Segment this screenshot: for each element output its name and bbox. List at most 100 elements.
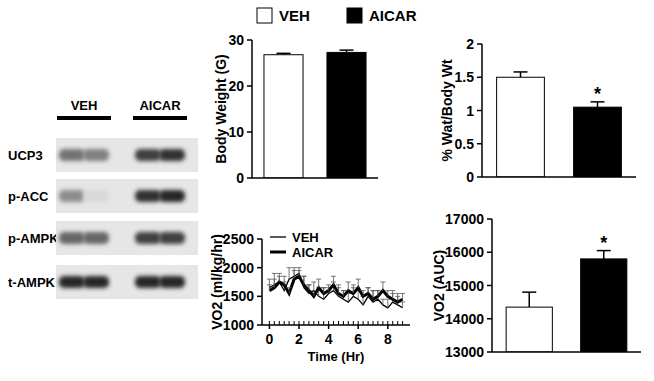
error-stem <box>373 291 374 300</box>
y-tick-label: 14000 <box>445 311 484 327</box>
error-stem <box>348 282 349 291</box>
error-stem <box>333 276 334 285</box>
blot-row-label: p-AMPK <box>8 231 59 246</box>
error-cap <box>380 299 385 300</box>
error-cap <box>371 290 376 291</box>
legend-swatch <box>347 8 362 23</box>
x-minor-tick <box>289 321 290 325</box>
error-bar <box>316 279 321 288</box>
bar-chart: 00.511.52% Wat/Body Wt* <box>439 36 636 185</box>
error-bar <box>385 299 390 308</box>
bars <box>506 251 627 352</box>
error-bar <box>272 279 277 288</box>
x-tick <box>357 325 359 329</box>
error-stem <box>382 282 383 291</box>
x-axis-line <box>252 177 378 179</box>
y-tick <box>247 131 252 133</box>
error-stem <box>363 291 364 297</box>
error-stem <box>520 72 522 77</box>
figure-legend: VEH AICAR <box>257 7 417 24</box>
x-tick-label: 8 <box>384 331 392 347</box>
x-minor-tick <box>402 321 403 325</box>
y-axis-label: % Wat/Body Wt <box>439 59 455 161</box>
column-bar <box>133 116 187 120</box>
x-minor-tick <box>294 321 295 325</box>
blot-strip <box>56 265 198 299</box>
significance-mark: * <box>594 84 601 104</box>
y-tick-label: 10 <box>228 124 244 140</box>
legend-swatch <box>257 8 272 23</box>
error-bar <box>371 291 376 300</box>
blot-band <box>135 276 161 288</box>
blot-band <box>83 190 109 202</box>
error-stem <box>392 293 393 299</box>
error-stem <box>303 276 304 285</box>
error-bar <box>301 276 306 285</box>
error-cap <box>297 270 302 271</box>
error-cap <box>380 282 385 283</box>
y-tick-label: 13000 <box>445 344 484 360</box>
x-minor-tick <box>279 321 280 325</box>
legend-label: VEH <box>279 7 310 24</box>
y-tick <box>487 351 492 353</box>
error-stem <box>313 291 314 297</box>
error-cap <box>351 287 356 288</box>
y-tick <box>487 252 492 254</box>
error-bar <box>267 285 272 291</box>
bar-chart: 1300014000150001600017000VO2 (AUC)* <box>431 211 641 360</box>
error-cap <box>321 287 326 288</box>
x-tick <box>298 325 300 329</box>
error-bar <box>277 53 291 54</box>
y-tick <box>487 218 492 220</box>
error-stem <box>529 292 531 307</box>
x-tick <box>387 325 389 329</box>
error-bar <box>366 288 371 294</box>
x-minor-tick <box>392 321 393 325</box>
error-bar <box>311 291 316 297</box>
legend-label: AICAR <box>292 245 334 260</box>
blot-band <box>159 276 185 288</box>
x-minor-tick <box>299 321 300 325</box>
bar <box>264 55 303 178</box>
y-tick-label: 1 <box>466 103 474 119</box>
error-stem <box>289 288 290 294</box>
blot-band <box>135 149 161 161</box>
figure: VEHAICARVEHAICARUCP3p-ACCp-AMPKt-AMPK010… <box>0 0 654 381</box>
x-minor-tick <box>328 321 329 325</box>
error-cap <box>287 267 292 268</box>
y-tick-label: 20 <box>228 78 244 94</box>
x-minor-tick <box>397 321 398 325</box>
x-tick-label: 4 <box>325 331 333 347</box>
legend-label: AICAR <box>369 7 417 24</box>
error-cap <box>331 276 336 277</box>
error-stem <box>294 271 295 280</box>
error-cap <box>375 290 380 291</box>
error-cap <box>514 71 528 73</box>
error-cap <box>356 279 361 280</box>
error-cap <box>351 284 356 285</box>
error-cap <box>292 267 297 268</box>
y-tick <box>487 318 492 320</box>
y-tick-label: 2000 <box>223 260 254 276</box>
error-bar <box>326 285 331 291</box>
error-bar <box>336 288 341 294</box>
error-bar <box>297 271 302 277</box>
blot-row-label: p-ACC <box>8 189 49 204</box>
blot-column-label: AICAR <box>139 98 181 113</box>
y-tick <box>247 177 252 179</box>
error-bar <box>311 282 316 291</box>
error-stem <box>368 288 369 294</box>
error-cap <box>272 279 277 280</box>
x-minor-tick <box>338 321 339 325</box>
error-stem <box>308 285 309 291</box>
error-bar <box>380 299 385 305</box>
error-stem <box>353 288 354 294</box>
error-stem <box>402 302 403 308</box>
error-cap <box>267 284 272 285</box>
error-bar <box>282 276 287 285</box>
error-stem <box>299 271 300 277</box>
error-bar <box>390 293 395 299</box>
error-bar <box>400 302 405 308</box>
error-bar <box>395 293 400 302</box>
error-cap <box>311 290 316 291</box>
